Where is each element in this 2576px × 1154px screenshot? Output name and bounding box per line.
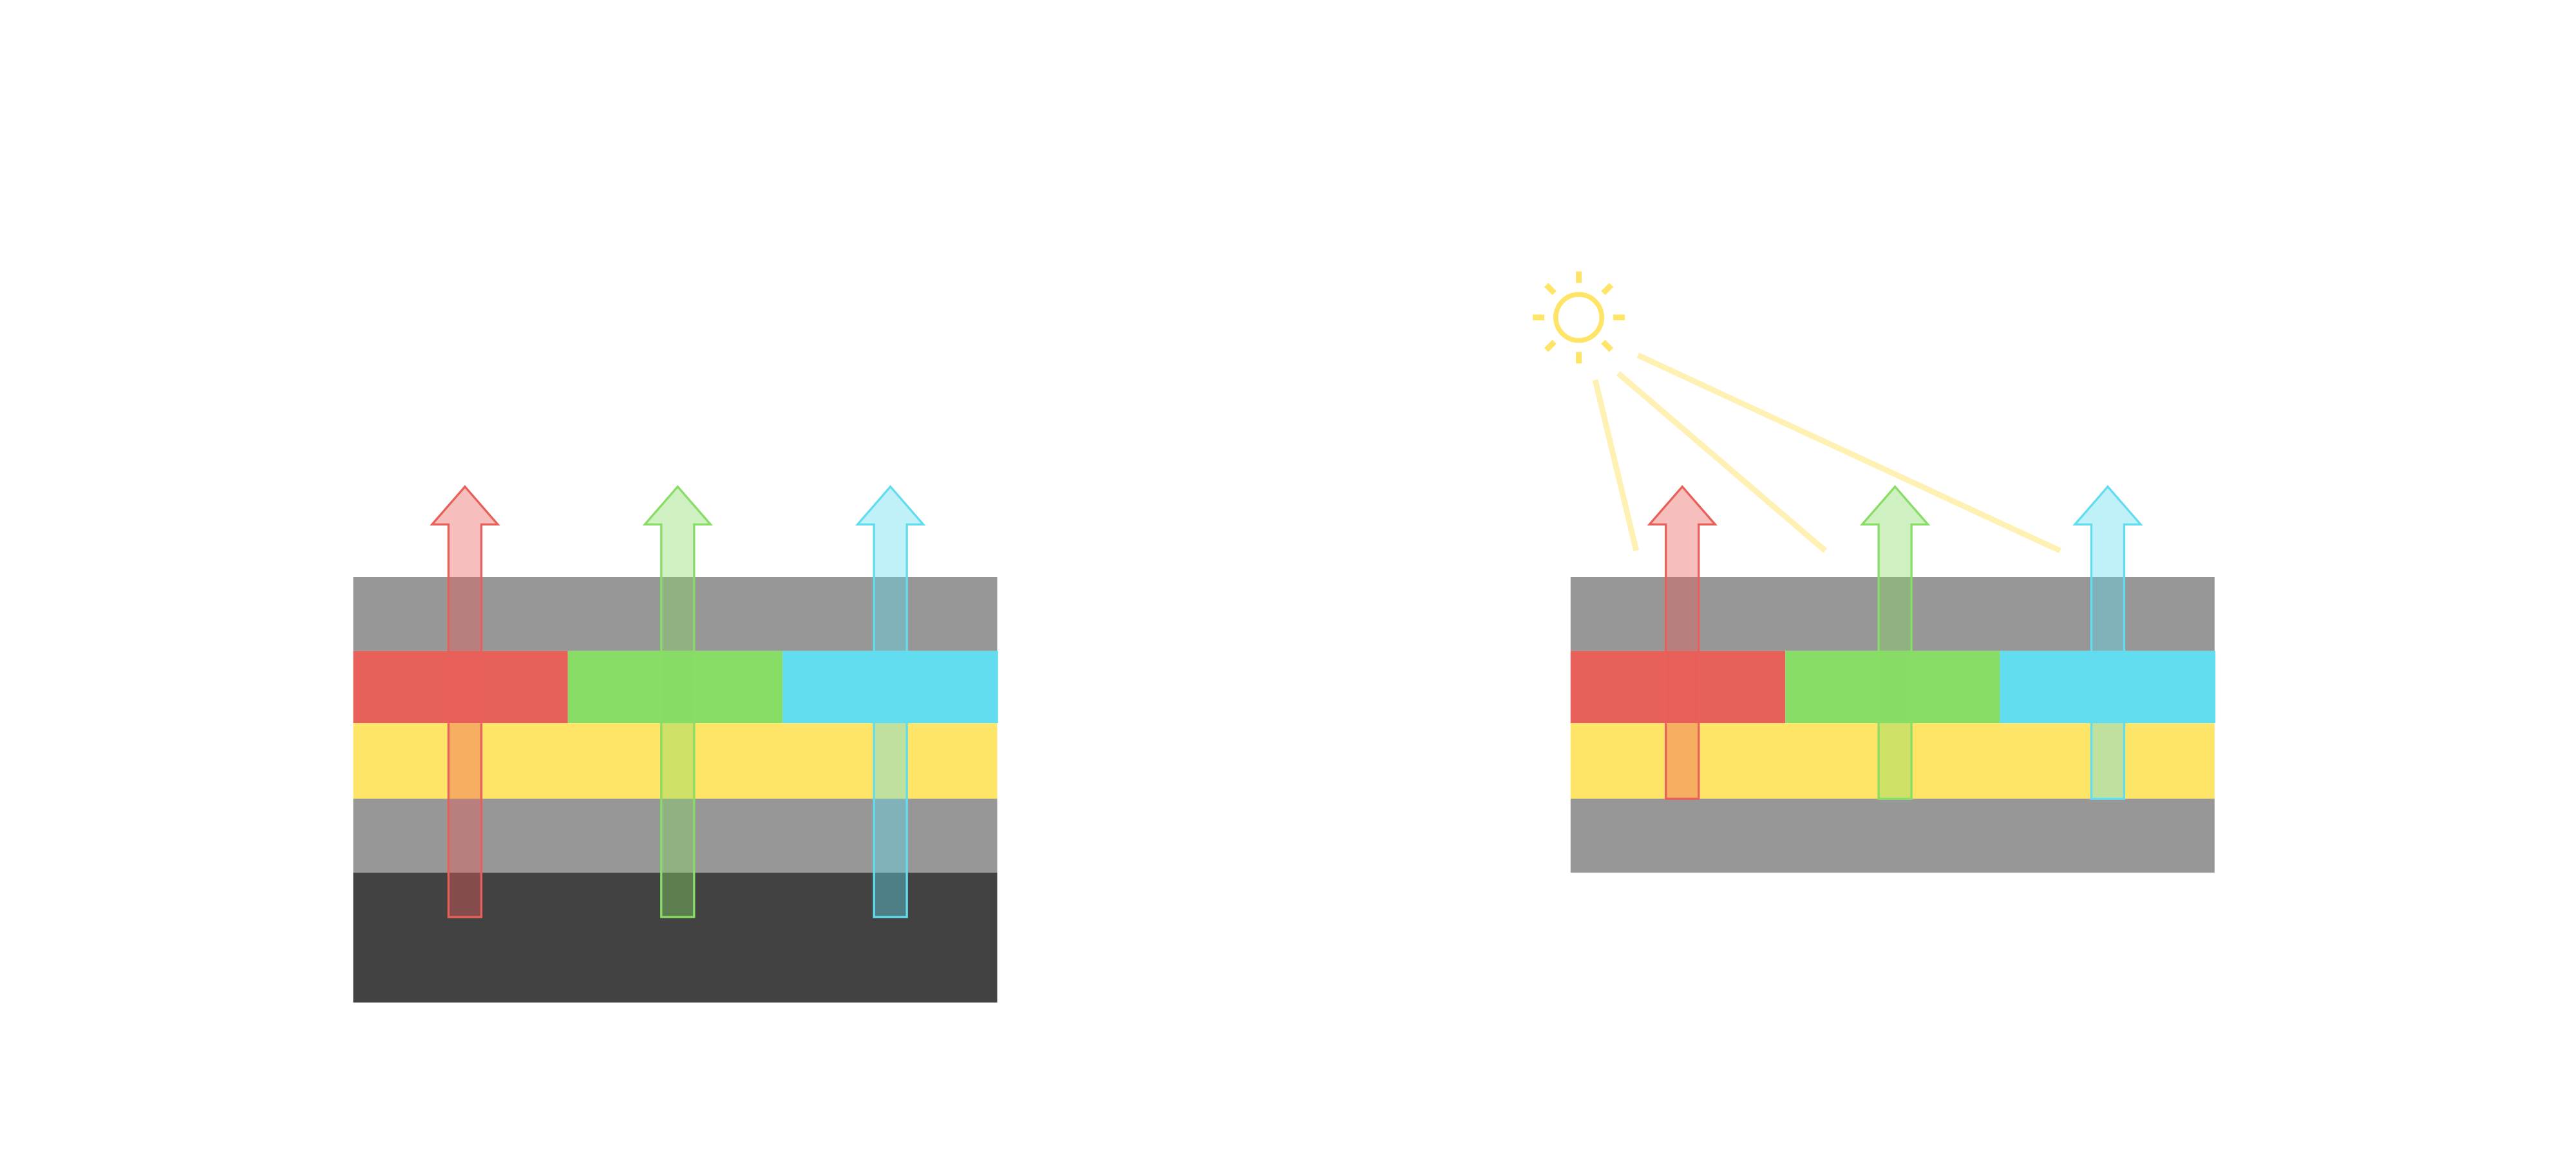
incoming-light-ray	[1636, 352, 2061, 554]
red-arrow-up-icon	[430, 485, 500, 918]
top-gray-layer	[1570, 577, 2215, 651]
yellow-layer	[353, 723, 998, 799]
sun-ray-tick	[1544, 339, 1557, 352]
green-subpixel	[1785, 650, 2000, 724]
top-gray-layer	[353, 577, 998, 651]
incoming-light-ray	[1592, 379, 1640, 552]
left-stack-emissive	[353, 485, 998, 1003]
sun-ray-tick	[1601, 283, 1614, 296]
sun-icon	[1533, 271, 1625, 364]
red-arrow-up-icon	[1647, 485, 1718, 800]
light-rays	[1592, 352, 2061, 554]
cyan-subpixel	[782, 650, 998, 724]
green-arrow-up-icon	[642, 485, 713, 918]
cyan-arrow-up-icon	[2072, 485, 2143, 800]
incoming-light-ray	[1616, 371, 1828, 553]
yellow-layer	[1570, 723, 2215, 799]
bottom-gray-layer	[1570, 799, 2215, 873]
red-subpixel	[1570, 650, 1786, 724]
green-arrow-up-icon	[1859, 485, 1931, 800]
right-stack-reflective	[1570, 485, 2216, 873]
cyan-subpixel	[2000, 650, 2216, 724]
sun-ray-tick	[1601, 339, 1614, 352]
green-subpixel	[567, 650, 783, 724]
sun-ray-tick	[1544, 283, 1557, 296]
bottom-gray-layer	[353, 799, 998, 873]
sun-disc	[1553, 292, 1605, 343]
dark-backlight-layer	[353, 873, 998, 1003]
red-subpixel	[353, 650, 568, 724]
cyan-arrow-up-icon	[855, 485, 926, 918]
